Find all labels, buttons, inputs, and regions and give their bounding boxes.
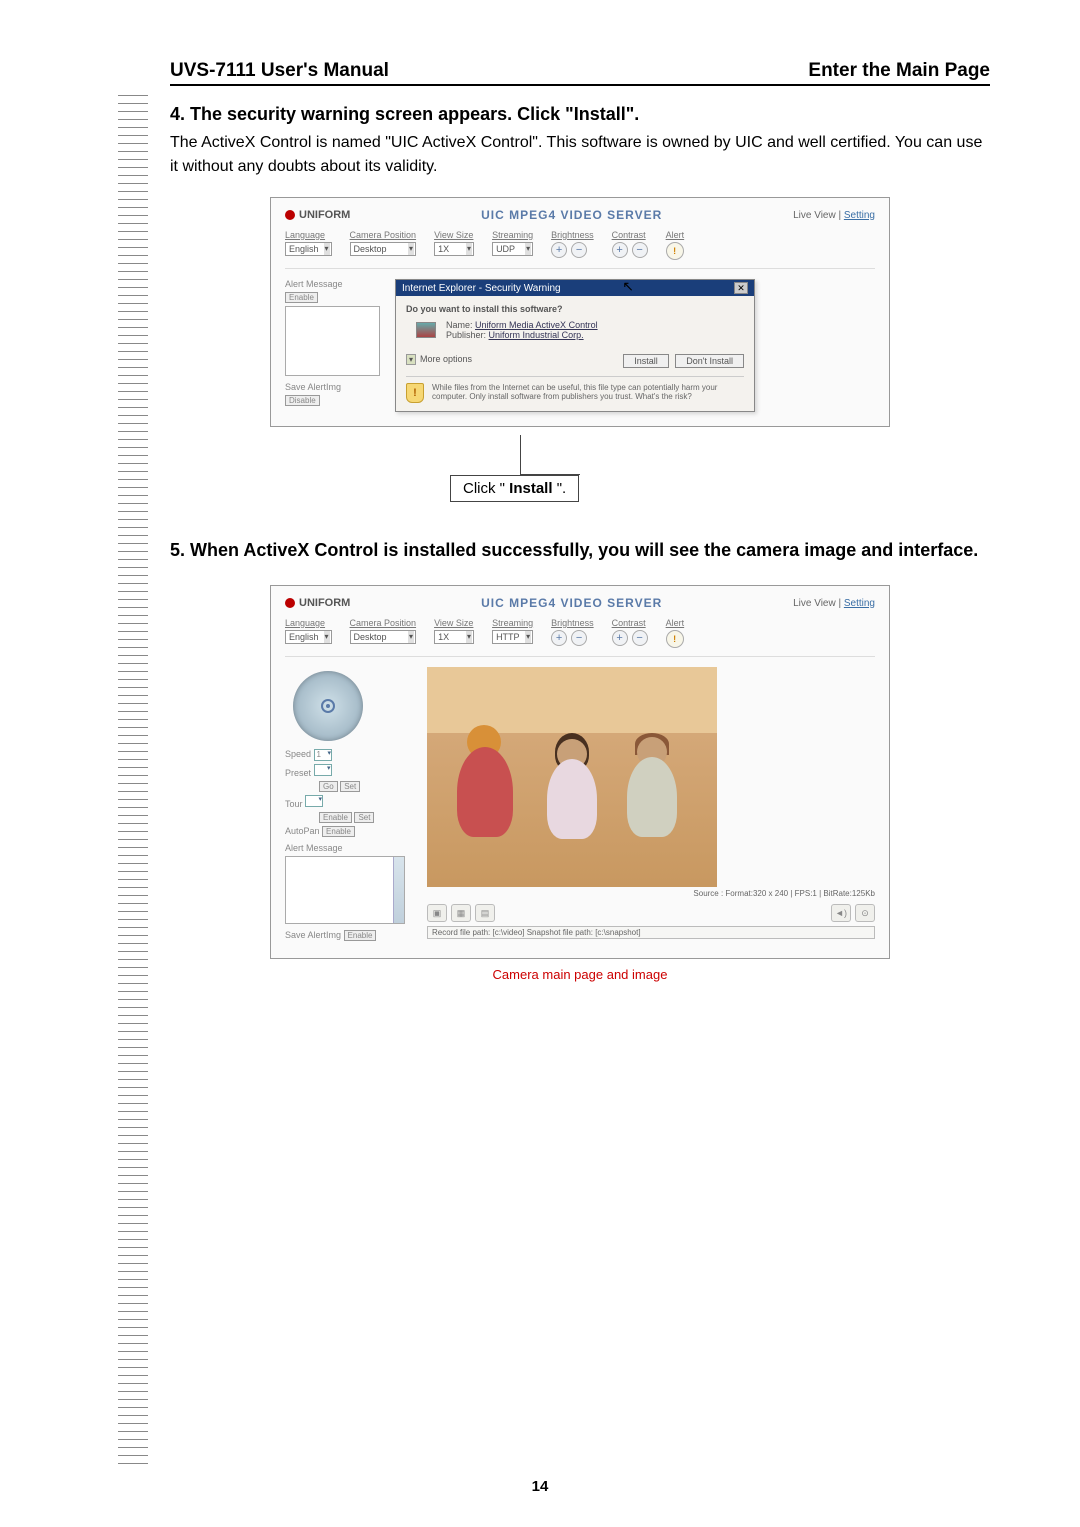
close-icon[interactable]: ✕ [734, 282, 748, 294]
lbl-contrast: Contrast [612, 230, 648, 240]
brightness-controls[interactable]: +− [551, 242, 594, 258]
callout-connector [520, 435, 580, 475]
source-info: Source : Format:320 x 240 | FPS:1 | BitR… [427, 889, 875, 898]
lbl-brightness: Brightness [551, 230, 594, 240]
publisher-name[interactable]: Uniform Industrial Corp. [489, 330, 584, 340]
more-options[interactable]: More options [406, 354, 472, 364]
set-button[interactable]: Set [340, 781, 360, 792]
sel-camerapos-2[interactable]: Desktop [350, 630, 417, 644]
page-header: UVS-7111 User's Manual Enter the Main Pa… [170, 60, 990, 86]
install-button[interactable]: Install [623, 354, 669, 368]
contrast-controls-2[interactable]: +− [612, 630, 648, 646]
sel-viewsize-2[interactable]: 1X [434, 630, 474, 644]
step4-body: The ActiveX Control is named "UIC Active… [170, 131, 990, 179]
alert-textarea-2[interactable] [285, 856, 405, 924]
contrast-controls[interactable]: +− [612, 242, 648, 258]
page-number: 14 [532, 1478, 549, 1495]
control-row: Language English Camera Position Desktop V… [285, 230, 875, 269]
alert-textarea[interactable] [285, 306, 380, 376]
warning-text: While files from the Internet can be use… [432, 383, 744, 401]
sel-streaming-2[interactable]: HTTP [492, 630, 533, 644]
software-swatch-icon [416, 322, 436, 338]
sel-streaming[interactable]: UDP [492, 242, 533, 256]
path-info: Record file path: [c:\video] Snapshot fi… [427, 926, 875, 939]
lbl-camerapos: Camera Position [350, 230, 417, 240]
lbl-language: Language [285, 230, 332, 240]
go-button[interactable]: Go [319, 781, 338, 792]
figure-security-warning: UNIFORM UIC MPEG4 VIDEO SERVER Live View… [270, 197, 890, 427]
brightness-controls-2[interactable]: +− [551, 630, 594, 646]
nav-right-2: Live View | Setting [793, 598, 875, 609]
ptz-control[interactable] [293, 671, 363, 741]
record-icon[interactable]: ▣ [427, 904, 447, 922]
header-left: UVS-7111 User's Manual [170, 60, 389, 82]
dont-install-button[interactable]: Don't Install [675, 354, 744, 368]
figure2-caption: Camera main page and image [170, 967, 990, 982]
autopan-enable-button[interactable]: Enable [322, 826, 355, 837]
lbl-alert: Alert [666, 230, 685, 240]
step4-title: 4. The security warning screen appears. … [170, 104, 990, 125]
sel-preset[interactable] [314, 764, 332, 776]
server-title: UIC MPEG4 VIDEO SERVER [481, 208, 662, 222]
callout-install: Click " Install ". [450, 475, 579, 502]
brand-logo-2: UNIFORM [285, 597, 350, 609]
sel-camerapos[interactable]: Desktop [350, 242, 417, 256]
brand-logo: UNIFORM [285, 209, 350, 221]
software-name[interactable]: Uniform Media ActiveX Control [475, 320, 598, 330]
shield-icon: ! [406, 383, 424, 403]
left-panel: Alert Message Enable Save AlertImg Disab… [285, 279, 385, 412]
camera-video-view [427, 667, 717, 887]
sel-viewsize[interactable]: 1X [434, 242, 474, 256]
left-margin-hatching [118, 95, 148, 1467]
left-panel-2: Speed 1 Preset Go Set Tour Enable Set Au… [285, 667, 415, 944]
disable-button[interactable]: Disable [285, 395, 320, 406]
nav-right: Live View | Setting [793, 210, 875, 221]
folder-icon[interactable]: ▤ [475, 904, 495, 922]
zoom-icon[interactable]: ⊙ [855, 904, 875, 922]
tour-set-button[interactable]: Set [354, 812, 374, 823]
server-title-2: UIC MPEG4 VIDEO SERVER [481, 596, 662, 610]
sel-speed[interactable]: 1 [314, 749, 332, 761]
setting-link[interactable]: Setting [844, 210, 875, 221]
dialog-question: Do you want to install this software? [406, 304, 744, 314]
whats-risk-link[interactable]: What's the risk? [635, 392, 692, 401]
figure-camera-main: UNIFORM UIC MPEG4 VIDEO SERVER Live View… [270, 585, 890, 959]
sel-language[interactable]: English [285, 242, 332, 256]
savealert-enable-button[interactable]: Enable [344, 930, 377, 941]
audio-icon[interactable]: ◄) [831, 904, 851, 922]
security-dialog: Internet Explorer - Security Warning ↖ ✕… [395, 279, 755, 412]
alert-icon[interactable]: ! [666, 242, 684, 260]
setting-link-2[interactable]: Setting [844, 598, 875, 609]
sel-language-2[interactable]: English [285, 630, 332, 644]
step5-title: 5. When ActiveX Control is installed suc… [170, 540, 990, 561]
header-right: Enter the Main Page [808, 60, 990, 82]
sel-tour[interactable] [305, 795, 323, 807]
lbl-viewsize: View Size [434, 230, 474, 240]
snapshot-icon[interactable]: ▦ [451, 904, 471, 922]
dialog-title-text: Internet Explorer - Security Warning [402, 283, 561, 294]
tour-enable-button[interactable]: Enable [319, 812, 352, 823]
cursor-icon: ↖ [622, 278, 634, 295]
alert-icon-2[interactable]: ! [666, 630, 684, 648]
enable-button[interactable]: Enable [285, 292, 318, 303]
lbl-streaming: Streaming [492, 230, 533, 240]
